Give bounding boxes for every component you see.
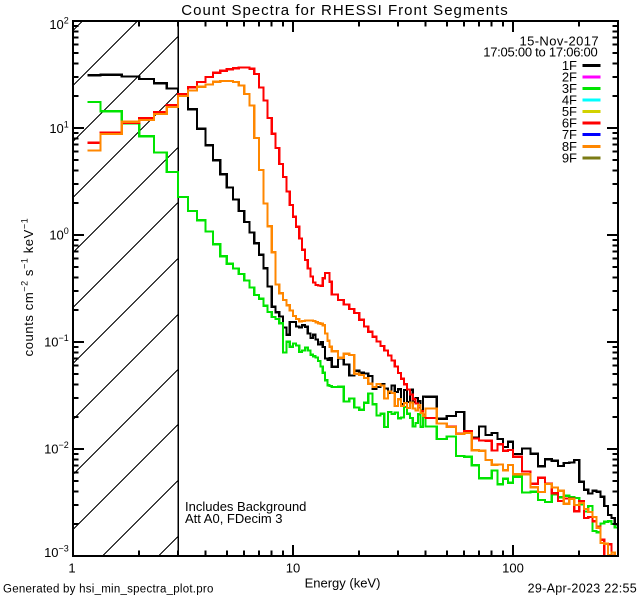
svg-text:7F: 7F xyxy=(562,127,577,142)
svg-text:3F: 3F xyxy=(562,81,577,96)
svg-text:5F: 5F xyxy=(562,104,577,119)
svg-text:Count Spectra for RHESSI Front: Count Spectra for RHESSI Front Segments xyxy=(181,2,508,19)
svg-text:Energy (keV): Energy (keV) xyxy=(305,576,381,591)
svg-text:10: 10 xyxy=(286,561,300,576)
svg-text:6F: 6F xyxy=(562,116,577,131)
svg-text:Includes Background: Includes Background xyxy=(185,499,306,514)
svg-text:1F: 1F xyxy=(562,58,577,73)
svg-text:17:05:00 to 17:06:00: 17:05:00 to 17:06:00 xyxy=(483,45,597,60)
svg-text:4F: 4F xyxy=(562,93,577,108)
svg-text:15-Nov-2017: 15-Nov-2017 xyxy=(519,34,599,49)
svg-text:Generated by hsi_min_spectra_p: Generated by hsi_min_spectra_plot.pro xyxy=(3,584,214,596)
svg-text:2F: 2F xyxy=(562,70,577,85)
svg-text:29-Apr-2023 22:55: 29-Apr-2023 22:55 xyxy=(528,582,637,596)
svg-text:counts cm−2 s−1 keV−1: counts cm−2 s−1 keV−1 xyxy=(20,218,37,357)
svg-text:8F: 8F xyxy=(562,139,577,154)
svg-text:Att A0, FDecim 3: Att A0, FDecim 3 xyxy=(185,511,283,526)
svg-text:1: 1 xyxy=(68,561,75,576)
svg-text:9F: 9F xyxy=(562,150,577,165)
svg-text:100: 100 xyxy=(502,561,524,576)
